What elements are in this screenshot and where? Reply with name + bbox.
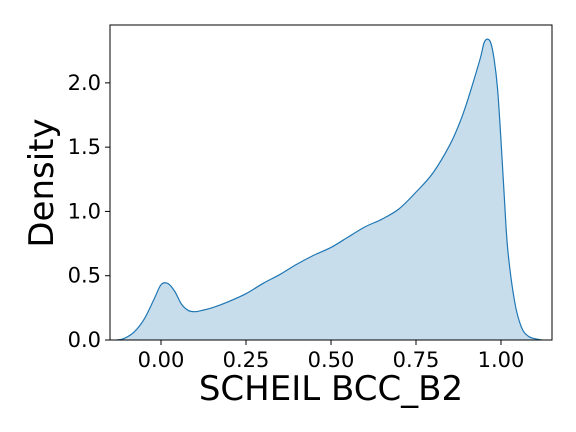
y-tick-label: 0.0 xyxy=(68,328,101,352)
x-axis-label: SCHEIL BCC_B2 xyxy=(199,369,463,409)
density-line xyxy=(116,38,542,341)
x-tick-label: 0.50 xyxy=(308,348,355,372)
x-axis-ticks: 0.00 0.25 0.50 0.75 1.00 xyxy=(138,340,525,372)
density-line-layer xyxy=(116,38,542,341)
y-tick-label: 1.5 xyxy=(68,135,101,159)
x-tick-label: 0.75 xyxy=(393,348,440,372)
y-tick-label: 1.0 xyxy=(68,199,101,223)
y-axis-label: Density xyxy=(22,118,62,247)
x-tick-label: 0.25 xyxy=(223,348,270,372)
plot-background xyxy=(110,25,552,340)
x-tick-label: 1.00 xyxy=(478,348,525,372)
density-area xyxy=(116,39,542,340)
y-tick-label: 2.0 xyxy=(68,71,101,95)
density-fill-layer xyxy=(116,39,542,340)
y-axis-ticks: 0.0 0.5 1.0 1.5 2.0 xyxy=(68,71,110,352)
x-tick-label: 0.00 xyxy=(138,348,185,372)
y-tick-label: 0.5 xyxy=(68,264,101,288)
